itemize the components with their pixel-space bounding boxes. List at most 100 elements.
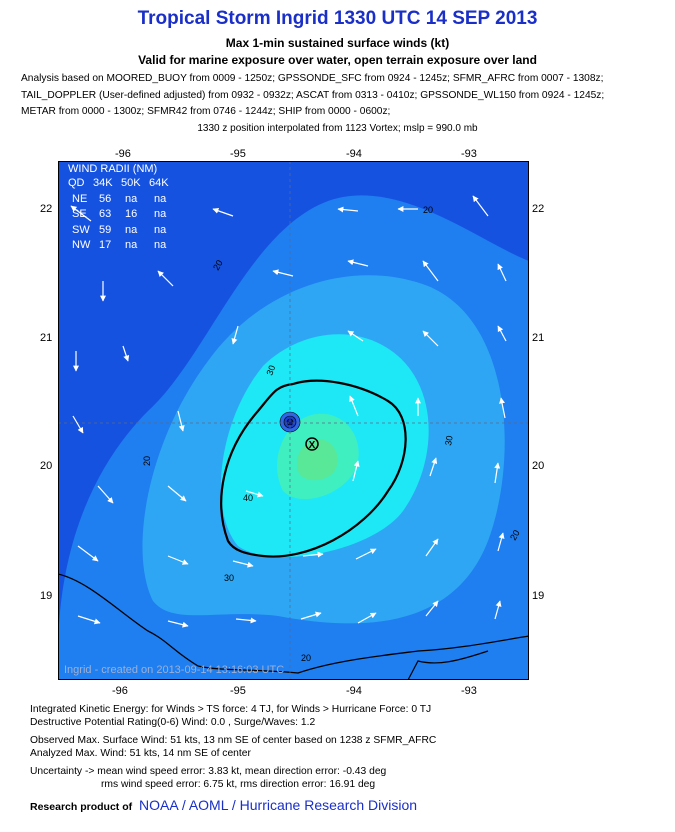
wind-arrow — [77, 545, 99, 562]
lat-label-right: 21 — [532, 332, 545, 344]
wind-band-low-lobe — [88, 176, 168, 276]
lat-label-left: 22 — [40, 203, 53, 215]
wind-arrow — [72, 415, 84, 434]
wind-radii-cell: na — [154, 224, 167, 236]
contour-label: 20 — [211, 258, 225, 272]
wind-radii-header: QD — [68, 177, 85, 189]
wind-core — [296, 439, 338, 481]
wind-arrow — [122, 345, 130, 362]
wind-arrow — [347, 330, 364, 342]
map-subtitle-validity: Valid for marine exposure over water, op… — [138, 53, 537, 67]
research-label: Research product of — [30, 801, 133, 813]
wind-arrow — [97, 485, 114, 504]
uncertainty-line: Uncertainty -> mean wind speed error: 3.… — [30, 766, 387, 777]
wind-arrow — [499, 397, 506, 419]
wind-arrow — [425, 538, 439, 557]
storm-center-label: X — [309, 440, 316, 451]
lon-label-top: -93 — [461, 148, 477, 160]
wind-arrow — [77, 615, 101, 625]
wind-arrow — [157, 270, 174, 287]
wind-radii-cell: na — [125, 224, 138, 236]
wind-arrow — [167, 620, 189, 628]
wind-arrow — [235, 617, 257, 624]
lon-label-bottom: -94 — [346, 685, 362, 697]
wind-arrow — [429, 457, 438, 477]
wind-arrow — [349, 395, 359, 417]
wind-arrow — [494, 462, 501, 484]
wind-radii-cell: 16 — [125, 208, 137, 220]
map-title: Tropical Storm Ingrid 1330 UTC 14 SEP 20… — [137, 8, 538, 29]
wind-radii-cell: 63 — [99, 208, 111, 220]
wind-arrow — [302, 551, 324, 558]
map-watermark: Ingrid - created on 2013-09-14 13:16:03 … — [64, 664, 284, 676]
contour-label: 20 — [142, 456, 152, 466]
wind-arrow — [494, 600, 502, 620]
analysis-line: TAIL_DOPPLER (User-defined adjusted) fro… — [21, 89, 605, 101]
lon-label-bottom: -96 — [112, 685, 128, 697]
wind-arrow — [245, 490, 264, 498]
wind-arrow — [422, 260, 439, 282]
position-note: 1330 z position interpolated from 1123 V… — [197, 123, 478, 134]
wind-radii-cell: na — [125, 193, 138, 205]
wind-radii-cell: NE — [72, 193, 87, 205]
lat-label-right: 20 — [532, 460, 545, 472]
research-credit: Research product of NOAA / AOML / Hurric… — [30, 797, 417, 813]
wind-radii-cell: 17 — [99, 239, 111, 251]
lat-label-right: 22 — [532, 203, 545, 215]
contour-label: 40 — [243, 493, 253, 503]
max-wind-contour-34kt — [220, 379, 407, 558]
wind-radii-cell: SW — [72, 224, 90, 236]
contour-label: 30 — [224, 573, 234, 583]
analysis-line: METAR from 0000 - 1300z; SFMR42 from 074… — [21, 106, 391, 117]
wind-radii-cell: na — [154, 239, 167, 251]
wind-arrow — [337, 206, 359, 213]
wind-arrow — [70, 205, 92, 222]
lon-label-bottom: -93 — [461, 685, 477, 697]
contour-label: 30 — [443, 435, 455, 447]
wind-arrow — [352, 460, 360, 482]
wind-arrow — [355, 548, 377, 560]
lat-label-left: 21 — [40, 332, 53, 344]
wind-arrow — [425, 600, 439, 617]
wind-radii-cell: na — [154, 208, 167, 220]
land-coastline — [407, 650, 489, 680]
analyzed-max-wind-line: Analyzed Max. Wind: 51 kts, 14 nm SE of … — [30, 748, 251, 759]
lon-label-top: -95 — [230, 148, 246, 160]
wind-field-map: X — [58, 161, 529, 680]
wind-radii-cell: 56 — [99, 193, 111, 205]
map-frame — [58, 161, 529, 680]
wind-radii-cell: na — [154, 193, 167, 205]
wind-arrow — [232, 560, 254, 568]
contour-label: 20 — [301, 653, 311, 663]
wind-arrow — [347, 259, 369, 267]
contour-label: 30 — [264, 364, 277, 377]
wind-radii-cell: 59 — [99, 224, 111, 236]
destructive-potential-line: Destructive Potential Rating(0-6) Wind: … — [30, 717, 316, 728]
wind-radii-title: WIND RADII (NM) — [68, 163, 157, 175]
wind-arrow — [300, 611, 322, 620]
analysis-sources: Analysis based on MOORED_BUOY from 0009 … — [21, 71, 661, 121]
observed-max-wind-line: Observed Max. Surface Wind: 51 kts, 13 n… — [30, 735, 437, 746]
map-subtitle: Max 1-min sustained surface winds (kt) — [225, 36, 450, 50]
analysis-line: Analysis based on MOORED_BUOY from 0009 … — [21, 73, 604, 84]
land-coastline — [58, 573, 529, 674]
wind-radii-header: 34K — [93, 177, 113, 189]
uncertainty-line: rms wind speed error: 6.75 kt, rms direc… — [101, 779, 376, 790]
wind-arrow — [231, 325, 239, 345]
wind-radii-cell: SE — [72, 208, 87, 220]
ike-line: Integrated Kinetic Energy: for Winds > T… — [30, 704, 432, 715]
research-org-link[interactable]: NOAA / AOML / Hurricane Research Divisio… — [139, 797, 418, 813]
wind-arrow — [272, 269, 294, 277]
wind-radii-cell: na — [125, 239, 138, 251]
wind-arrow — [177, 410, 185, 432]
wind-radii-header: 64K — [149, 177, 169, 189]
wind-arrow — [212, 207, 234, 217]
wind-radii-table: WIND RADII (NM) QD 34K 50K 64K NE 56 na … — [68, 163, 169, 251]
wind-arrow — [472, 195, 489, 217]
wind-arrow — [497, 532, 505, 552]
wind-arrow — [167, 485, 187, 502]
wind-arrow — [167, 555, 189, 565]
wind-radii-cell: NW — [72, 239, 91, 251]
contour-label: 20 — [508, 528, 522, 542]
contour-label: 20 — [423, 205, 433, 215]
